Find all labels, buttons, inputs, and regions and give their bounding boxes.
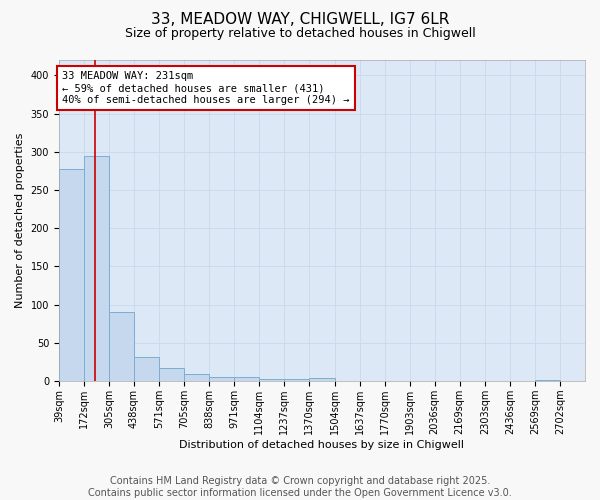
Text: 33 MEADOW WAY: 231sqm
← 59% of detached houses are smaller (431)
40% of semi-det: 33 MEADOW WAY: 231sqm ← 59% of detached … <box>62 72 349 104</box>
Text: 33, MEADOW WAY, CHIGWELL, IG7 6LR: 33, MEADOW WAY, CHIGWELL, IG7 6LR <box>151 12 449 28</box>
Bar <box>109 312 134 381</box>
Bar <box>259 379 284 381</box>
Bar <box>134 356 159 381</box>
X-axis label: Distribution of detached houses by size in Chigwell: Distribution of detached houses by size … <box>179 440 464 450</box>
Text: Size of property relative to detached houses in Chigwell: Size of property relative to detached ho… <box>125 28 475 40</box>
Bar <box>84 156 109 381</box>
Text: Contains HM Land Registry data © Crown copyright and database right 2025.
Contai: Contains HM Land Registry data © Crown c… <box>88 476 512 498</box>
Bar <box>234 378 259 381</box>
Bar <box>310 378 335 381</box>
Bar <box>535 380 560 381</box>
Bar <box>159 368 184 381</box>
Bar <box>209 376 234 381</box>
Bar <box>284 379 310 381</box>
Bar <box>184 374 209 381</box>
Bar <box>59 168 84 381</box>
Y-axis label: Number of detached properties: Number of detached properties <box>15 133 25 308</box>
